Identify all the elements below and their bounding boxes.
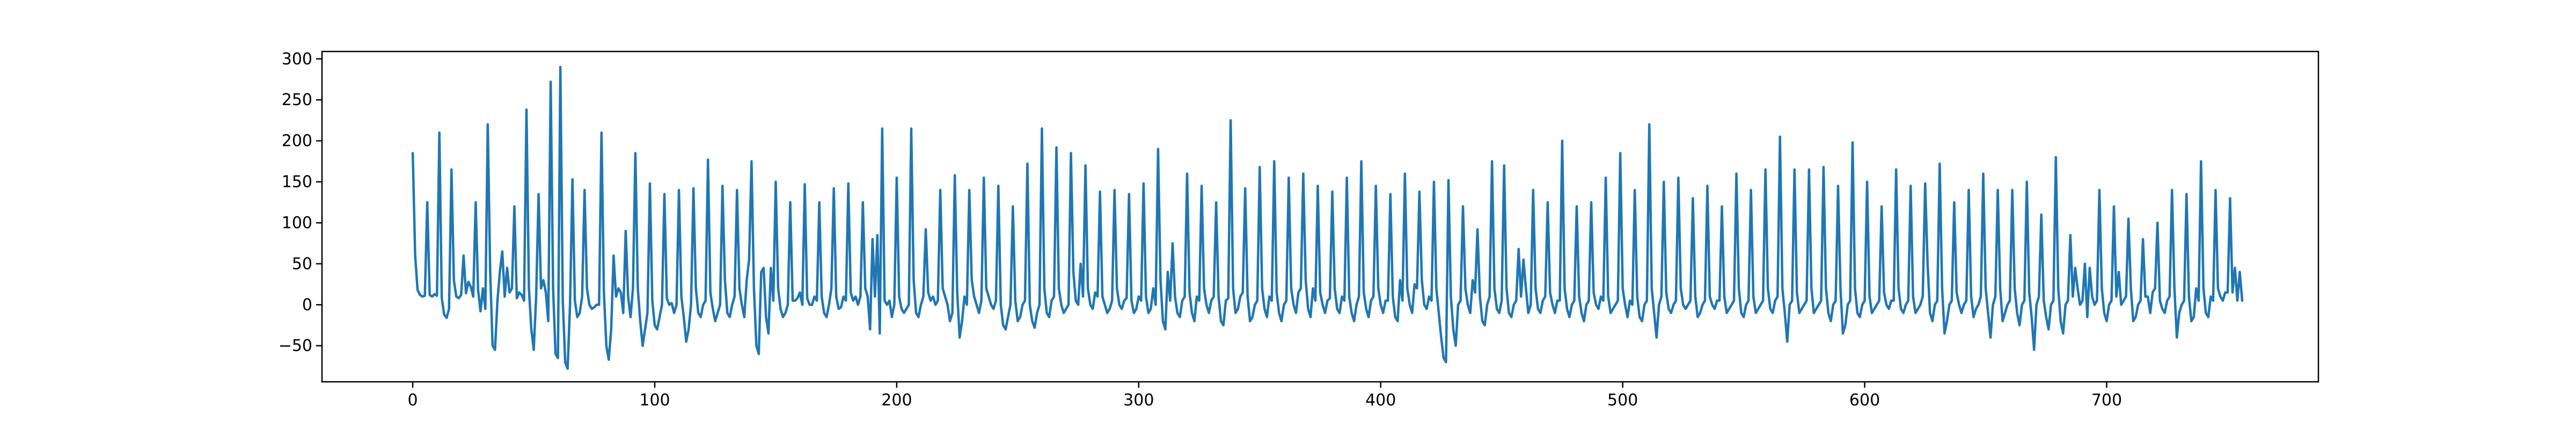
axes-frame xyxy=(321,50,2319,383)
x-tick-label: 600 xyxy=(1849,391,1880,410)
y-tick-label: 250 xyxy=(282,91,312,109)
x-tick-label: 200 xyxy=(881,391,912,410)
x-tick-label: 100 xyxy=(639,391,670,410)
y-tick-label: 0 xyxy=(302,295,312,314)
x-tick-label: 700 xyxy=(2091,391,2122,410)
data-series-line xyxy=(411,65,2244,370)
y-tick-label: −50 xyxy=(279,337,312,356)
y-tick-label: 100 xyxy=(282,213,312,232)
x-tick-label: 400 xyxy=(1365,391,1396,410)
y-tick-label: 50 xyxy=(292,255,312,273)
x-axis: 0 100 200 300 400 500 600 700 xyxy=(408,382,2122,410)
x-tick-label: 300 xyxy=(1123,391,1154,410)
x-tick-label: 0 xyxy=(408,391,418,410)
y-tick-label: 200 xyxy=(282,132,312,151)
y-tick-label: 300 xyxy=(282,50,312,69)
x-tick-label: 500 xyxy=(1607,391,1638,410)
y-axis: −50 0 50 100 150 200 250 300 xyxy=(279,50,322,356)
y-tick-label: 150 xyxy=(282,173,312,191)
